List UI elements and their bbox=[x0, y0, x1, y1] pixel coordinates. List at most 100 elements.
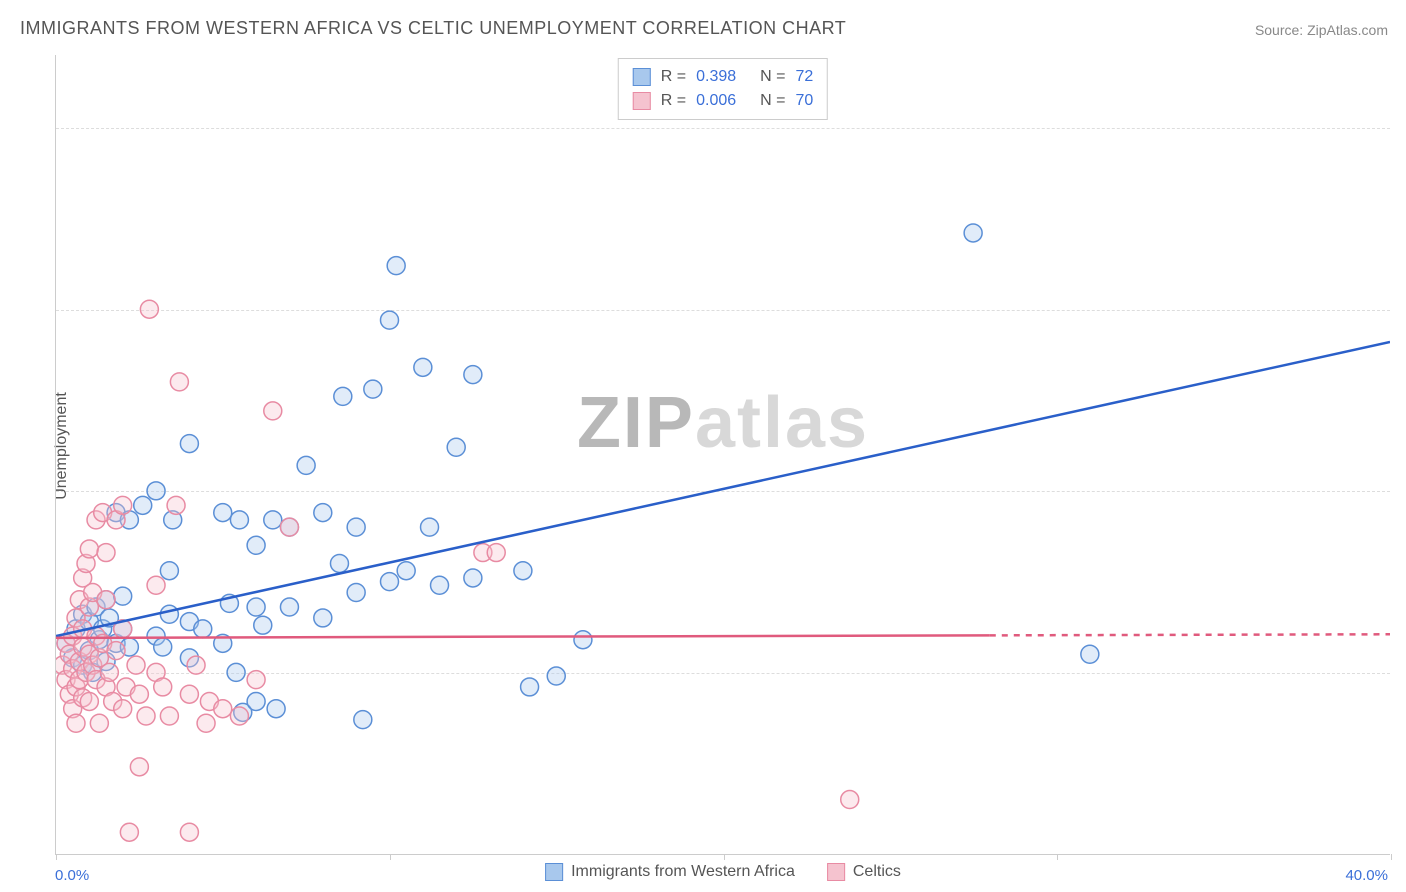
legend-series: Immigrants from Western Africa Celtics bbox=[529, 863, 917, 886]
data-point bbox=[100, 663, 118, 681]
data-point bbox=[514, 562, 532, 580]
data-point bbox=[154, 638, 172, 656]
legend-swatch bbox=[827, 863, 845, 881]
data-point bbox=[80, 540, 98, 558]
legend-item: Celtics bbox=[827, 863, 901, 881]
data-point bbox=[97, 591, 115, 609]
x-axis-end-label: 40.0% bbox=[1345, 867, 1388, 884]
data-point bbox=[180, 685, 198, 703]
y-tick-label: 10.0% bbox=[1395, 483, 1406, 500]
x-tick bbox=[390, 854, 391, 860]
legend-item: Immigrants from Western Africa bbox=[545, 863, 795, 881]
data-point bbox=[264, 511, 282, 529]
legend-row: R =0.398N =72 bbox=[633, 65, 813, 89]
data-point bbox=[347, 584, 365, 602]
data-point bbox=[547, 667, 565, 685]
legend-r-label: R = bbox=[661, 65, 686, 89]
legend-n-value: 70 bbox=[795, 89, 813, 113]
data-point bbox=[170, 373, 188, 391]
trend-line bbox=[56, 342, 1390, 636]
data-point bbox=[267, 700, 285, 718]
data-point bbox=[364, 380, 382, 398]
x-tick bbox=[1057, 854, 1058, 860]
legend-item-label: Celtics bbox=[853, 863, 901, 881]
trend-line-dashed bbox=[990, 634, 1390, 635]
data-point bbox=[130, 685, 148, 703]
data-point bbox=[574, 631, 592, 649]
legend-swatch bbox=[633, 68, 651, 86]
data-point bbox=[194, 620, 212, 638]
data-point bbox=[841, 791, 859, 809]
y-tick-label: 5.0% bbox=[1395, 665, 1406, 682]
data-point bbox=[1081, 645, 1099, 663]
legend-item-label: Immigrants from Western Africa bbox=[571, 863, 795, 881]
data-point bbox=[154, 678, 172, 696]
data-point bbox=[247, 598, 265, 616]
x-tick bbox=[724, 854, 725, 860]
data-point bbox=[120, 823, 138, 841]
data-point bbox=[381, 311, 399, 329]
source-attribution: Source: ZipAtlas.com bbox=[1255, 22, 1388, 38]
data-point bbox=[197, 714, 215, 732]
data-point bbox=[160, 605, 178, 623]
data-point bbox=[160, 562, 178, 580]
legend-n-label: N = bbox=[760, 89, 785, 113]
data-point bbox=[214, 504, 232, 522]
data-point bbox=[80, 692, 98, 710]
legend-swatch bbox=[633, 92, 651, 110]
data-point bbox=[147, 482, 165, 500]
legend-row: R = 0.006 N = 70 bbox=[633, 89, 813, 113]
data-point bbox=[180, 823, 198, 841]
data-point bbox=[147, 576, 165, 594]
data-point bbox=[140, 300, 158, 318]
data-point bbox=[447, 438, 465, 456]
data-point bbox=[381, 573, 399, 591]
legend-r-value: 0.006 bbox=[696, 89, 750, 113]
data-point bbox=[227, 663, 245, 681]
data-point bbox=[334, 387, 352, 405]
data-point bbox=[314, 504, 332, 522]
plot-area: ZIPatlas R =0.398N =72R =0.006N =70 Immi… bbox=[55, 55, 1390, 855]
data-point bbox=[130, 758, 148, 776]
data-point bbox=[347, 518, 365, 536]
data-point bbox=[114, 587, 132, 605]
data-point bbox=[114, 700, 132, 718]
data-point bbox=[180, 435, 198, 453]
data-point bbox=[964, 224, 982, 242]
y-tick-label: 15.0% bbox=[1395, 301, 1406, 318]
data-point bbox=[280, 518, 298, 536]
legend-n-value: 72 bbox=[795, 65, 813, 89]
data-point bbox=[167, 496, 185, 514]
data-point bbox=[187, 656, 205, 674]
data-point bbox=[354, 711, 372, 729]
y-tick-label: 20.0% bbox=[1395, 119, 1406, 136]
legend-r-label: R = bbox=[661, 89, 686, 113]
data-point bbox=[330, 554, 348, 572]
data-point bbox=[297, 456, 315, 474]
legend-correlation-box: R =0.398N =72R =0.006N =70 bbox=[618, 58, 828, 120]
data-point bbox=[137, 707, 155, 725]
data-point bbox=[414, 358, 432, 376]
data-point bbox=[521, 678, 539, 696]
data-point bbox=[247, 692, 265, 710]
data-point bbox=[264, 402, 282, 420]
data-point bbox=[114, 496, 132, 514]
data-point bbox=[67, 714, 85, 732]
x-axis-origin-label: 0.0% bbox=[55, 867, 89, 884]
data-point bbox=[134, 496, 152, 514]
legend-swatch bbox=[545, 863, 563, 881]
data-point bbox=[464, 366, 482, 384]
data-point bbox=[127, 656, 145, 674]
data-point bbox=[314, 609, 332, 627]
data-point bbox=[214, 700, 232, 718]
data-point bbox=[97, 544, 115, 562]
data-point bbox=[254, 616, 272, 634]
data-point bbox=[247, 536, 265, 554]
data-point bbox=[107, 642, 125, 660]
legend-n-label: N = bbox=[760, 65, 785, 89]
data-point bbox=[230, 511, 248, 529]
data-point bbox=[280, 598, 298, 616]
chart-title: IMMIGRANTS FROM WESTERN AFRICA VS CELTIC… bbox=[20, 18, 846, 39]
data-point bbox=[90, 714, 108, 732]
data-point bbox=[397, 562, 415, 580]
